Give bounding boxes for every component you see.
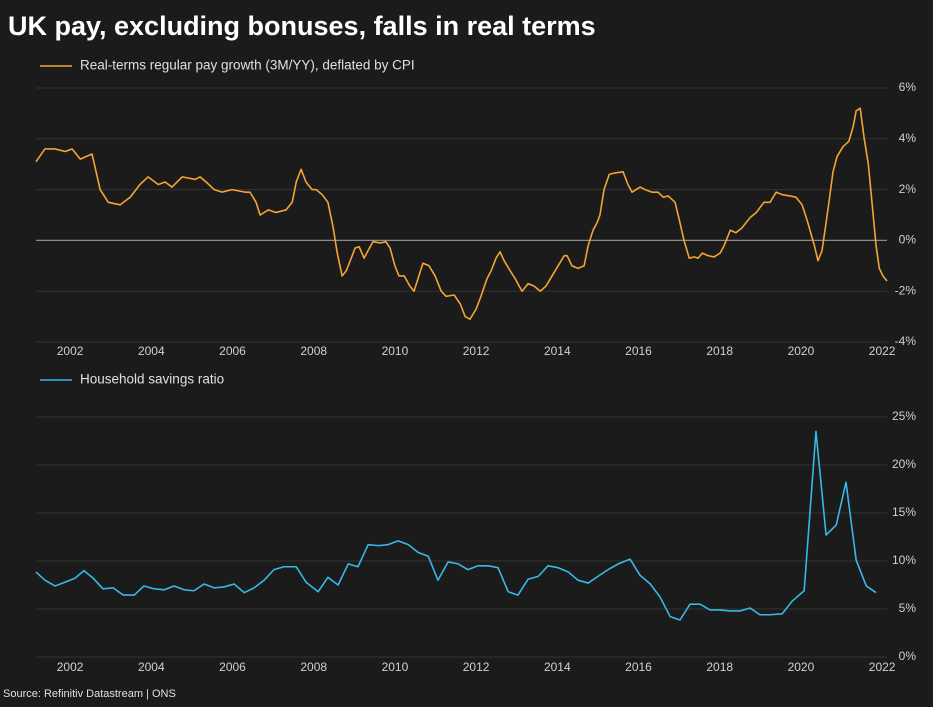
y-tick-label: 6% bbox=[899, 80, 917, 94]
x-tick-label: 2008 bbox=[300, 660, 327, 674]
legend-label: Household savings ratio bbox=[80, 372, 224, 387]
x-tick-label: 2010 bbox=[382, 344, 409, 358]
y-tick-label: -4% bbox=[895, 334, 917, 348]
y-tick-label: 10% bbox=[892, 553, 916, 567]
legend-label: Real-terms regular pay growth (3M/YY), d… bbox=[80, 58, 415, 73]
x-tick-label: 2004 bbox=[138, 660, 165, 674]
x-tick-label: 2012 bbox=[463, 344, 490, 358]
x-tick-label: 2014 bbox=[544, 344, 571, 358]
x-tick-label: 2020 bbox=[788, 344, 815, 358]
x-tick-label: 2006 bbox=[219, 660, 246, 674]
y-tick-label: 2% bbox=[899, 182, 917, 196]
x-tick-label: 2018 bbox=[706, 344, 733, 358]
x-tick-label: 2018 bbox=[706, 660, 733, 674]
x-tick-label: 2016 bbox=[625, 660, 652, 674]
x-tick-label: 2006 bbox=[219, 344, 246, 358]
x-tick-label: 2016 bbox=[625, 344, 652, 358]
y-tick-label: 4% bbox=[899, 131, 917, 145]
y-tick-label: 25% bbox=[892, 409, 916, 423]
data-line bbox=[35, 430, 877, 621]
data-line bbox=[35, 107, 888, 320]
x-tick-label: 2012 bbox=[463, 660, 490, 674]
y-tick-label: 20% bbox=[892, 457, 916, 471]
y-tick-label: 0% bbox=[899, 233, 917, 247]
x-tick-label: 2014 bbox=[544, 660, 571, 674]
source: Source: Refinitiv Datastream | ONS bbox=[3, 688, 176, 700]
y-tick-label: 15% bbox=[892, 505, 916, 519]
x-tick-label: 2002 bbox=[57, 660, 84, 674]
x-tick-label: 2020 bbox=[788, 660, 815, 674]
x-tick-label: 2010 bbox=[382, 660, 409, 674]
x-tick-label: 2004 bbox=[138, 344, 165, 358]
y-tick-label: 0% bbox=[899, 649, 917, 663]
y-tick-label: 5% bbox=[899, 601, 917, 615]
y-tick-label: -2% bbox=[895, 283, 917, 297]
x-tick-label: 2008 bbox=[300, 344, 327, 358]
x-tick-label: 2022 bbox=[869, 344, 896, 358]
x-tick-label: 2022 bbox=[869, 660, 896, 674]
chart-title: UK pay, excluding bonuses, falls in real… bbox=[8, 11, 596, 41]
x-tick-label: 2002 bbox=[57, 344, 84, 358]
